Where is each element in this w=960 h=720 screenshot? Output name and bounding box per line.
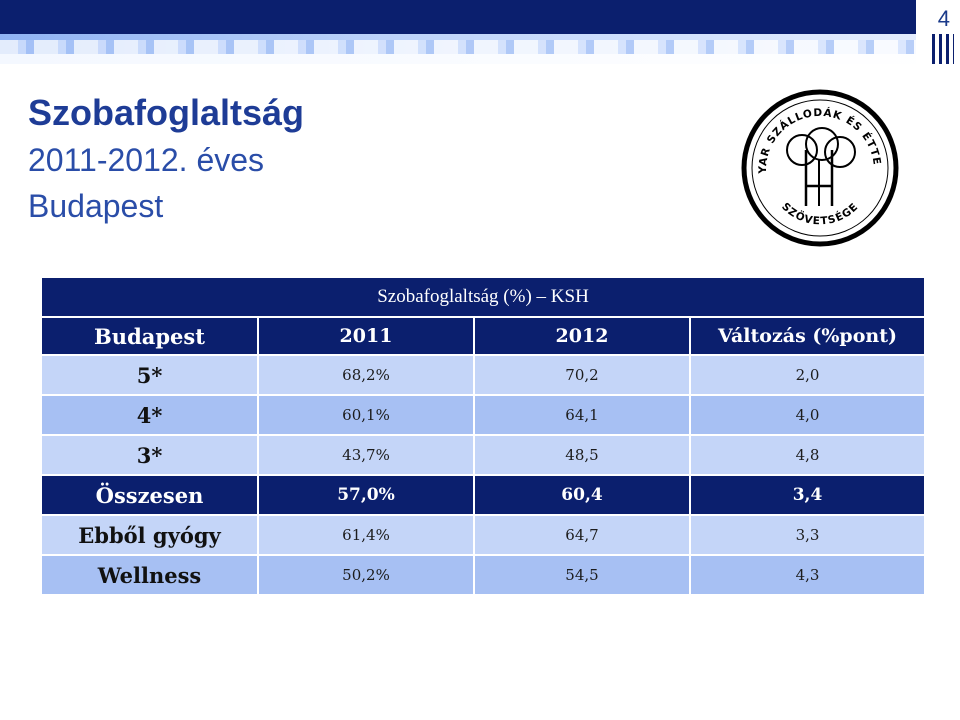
cell-2012: 70,2 bbox=[473, 354, 691, 396]
header-corner: 4 bbox=[916, 0, 960, 64]
cell-2012: 60,4 bbox=[473, 474, 691, 516]
row-label: Ebből gyógy bbox=[40, 514, 259, 556]
association-logo: MAGYAR SZÁLLODÁK ÉS ÉTTERMEK SZÖVETSÉGE bbox=[734, 79, 900, 248]
header-bar bbox=[0, 0, 960, 34]
cell-2012: 48,5 bbox=[473, 434, 691, 476]
table-row-total: Összesen 57,0% 60,4 3,4 bbox=[40, 474, 926, 516]
row-label: Összesen bbox=[40, 474, 259, 516]
table-caption: Szobafoglaltság (%) – KSH bbox=[40, 276, 926, 318]
header-pattern-strip bbox=[0, 40, 960, 54]
slide-subtitle-city: Budapest bbox=[28, 188, 164, 224]
cell-2011: 60,1% bbox=[257, 394, 475, 436]
row-label: 3* bbox=[40, 434, 259, 476]
cell-change: 3,3 bbox=[689, 514, 926, 556]
slide-subtitle-years: 2011-2012. éves bbox=[28, 142, 265, 178]
table-row: 3* 43,7% 48,5 4,8 bbox=[40, 434, 926, 476]
header-corner-stripes bbox=[932, 34, 954, 64]
cell-2012: 64,7 bbox=[473, 514, 691, 556]
header-cell-2011: 2011 bbox=[257, 316, 475, 356]
cell-change: 2,0 bbox=[689, 354, 926, 396]
cell-2011: 57,0% bbox=[257, 474, 475, 516]
cell-2011: 68,2% bbox=[257, 354, 475, 396]
cell-2012: 54,5 bbox=[473, 554, 691, 596]
header-cell-2012: 2012 bbox=[473, 316, 691, 356]
row-label: 4* bbox=[40, 394, 259, 436]
table-row: 4* 60,1% 64,1 4,0 bbox=[40, 394, 926, 436]
cell-2011: 50,2% bbox=[257, 554, 475, 596]
cell-change: 4,8 bbox=[689, 434, 926, 476]
cell-2012: 64,1 bbox=[473, 394, 691, 436]
table-row: Ebből gyógy 61,4% 64,7 3,3 bbox=[40, 514, 926, 556]
table-row: Wellness 50,2% 54,5 4,3 bbox=[40, 554, 926, 596]
row-label: Wellness bbox=[40, 554, 259, 596]
slide-title: Szobafoglaltság bbox=[28, 92, 305, 133]
cell-change: 4,0 bbox=[689, 394, 926, 436]
cell-change: 4,3 bbox=[689, 554, 926, 596]
cell-2011: 43,7% bbox=[257, 434, 475, 476]
cell-2011: 61,4% bbox=[257, 514, 475, 556]
page-number: 4 bbox=[937, 6, 950, 31]
table-caption-row: Szobafoglaltság (%) – KSH bbox=[40, 276, 926, 318]
table-row: 5* 68,2% 70,2 2,0 bbox=[40, 354, 926, 396]
table-header-row: Budapest 2011 2012 Változás (%pont) bbox=[40, 316, 926, 356]
header-cell-change: Változás (%pont) bbox=[689, 316, 926, 356]
occupancy-table: Szobafoglaltság (%) – KSH Budapest 2011 … bbox=[40, 276, 926, 596]
cell-change: 3,4 bbox=[689, 474, 926, 516]
logo-emblem: MAGYAR SZÁLLODÁK ÉS ÉTTERMEK SZÖVETSÉGE bbox=[734, 79, 899, 247]
header-cell-city: Budapest bbox=[40, 316, 259, 356]
row-label: 5* bbox=[40, 354, 259, 396]
header-fade bbox=[0, 54, 960, 64]
